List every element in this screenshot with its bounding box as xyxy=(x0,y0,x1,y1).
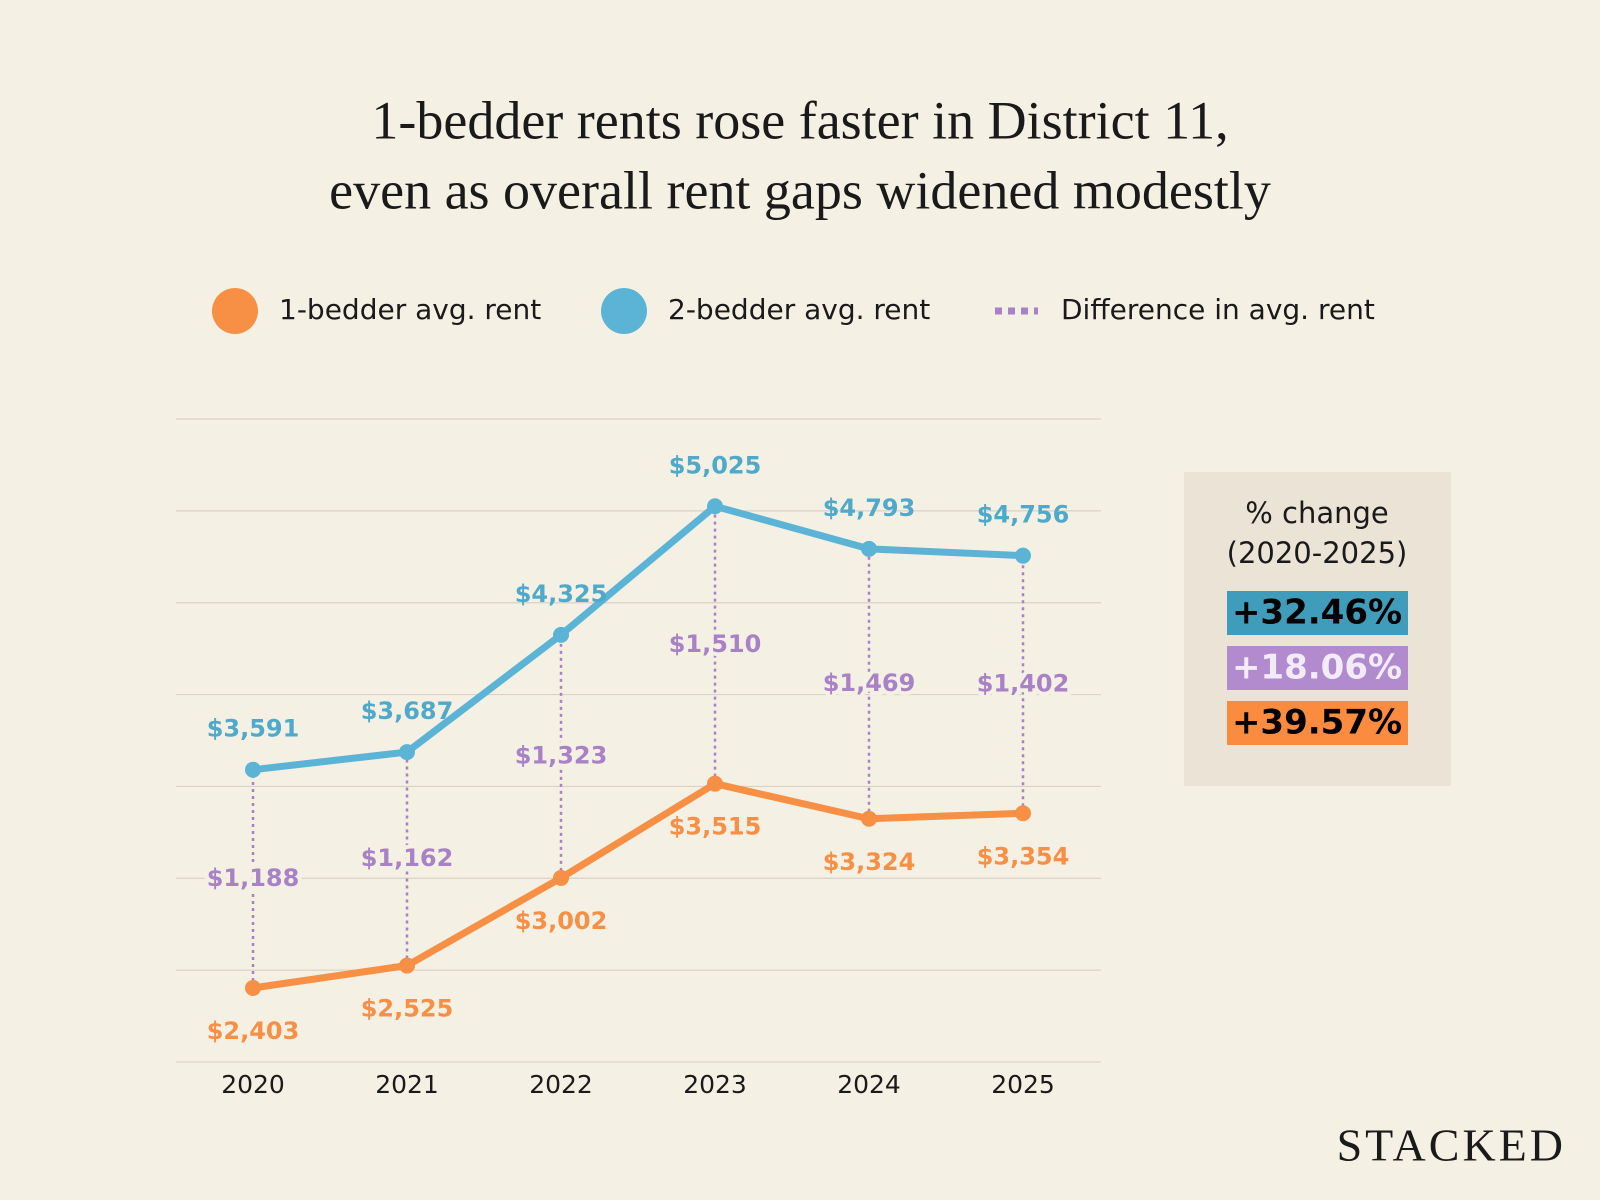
chart-title: 1-bedder rents rose faster in District 1… xyxy=(371,90,1228,150)
data-point xyxy=(245,761,261,778)
summary-value: +18.06% xyxy=(1232,648,1402,688)
summary-badge xyxy=(1227,591,1408,635)
chart-title: even as overall rent gaps widened modest… xyxy=(329,160,1271,220)
data-label: $3,324 xyxy=(823,848,916,876)
summary-badge xyxy=(1227,646,1408,690)
summary-badge xyxy=(1227,701,1408,745)
data-point xyxy=(707,775,723,792)
summary-title: (2020-2025) xyxy=(1227,536,1408,570)
data-label: $3,002 xyxy=(515,907,608,935)
x-tick-label: 2022 xyxy=(529,1070,593,1099)
data-label: $2,403 xyxy=(207,1017,300,1045)
data-label: $4,793 xyxy=(823,494,916,522)
summary-value: +39.57% xyxy=(1232,703,1402,743)
data-point xyxy=(245,979,261,996)
data-point xyxy=(399,957,415,974)
data-point xyxy=(707,498,723,515)
x-tick-label: 2024 xyxy=(837,1070,901,1099)
data-point xyxy=(861,540,877,557)
data-label: $3,687 xyxy=(361,697,454,725)
data-label: $1,469 xyxy=(823,669,916,697)
data-label: $4,325 xyxy=(515,580,608,608)
data-point xyxy=(553,869,569,886)
data-label: $3,591 xyxy=(207,715,300,743)
data-point xyxy=(1015,805,1031,822)
summary-value: +32.46% xyxy=(1232,593,1402,633)
data-label: $3,354 xyxy=(977,842,1070,870)
data-label: $3,515 xyxy=(669,813,762,841)
x-tick-label: 2025 xyxy=(991,1070,1055,1099)
brand: STACKED xyxy=(1337,1120,1566,1171)
series-line xyxy=(252,502,1024,774)
data-point xyxy=(553,626,569,643)
series-line xyxy=(252,780,1024,992)
data-label: $1,323 xyxy=(515,741,608,769)
data-label: $4,756 xyxy=(977,501,1070,529)
data-point xyxy=(861,810,877,827)
data-label: $1,188 xyxy=(207,864,300,892)
x-tick-label: 2021 xyxy=(375,1070,439,1099)
data-label: $1,510 xyxy=(669,630,762,658)
data-label: $1,162 xyxy=(361,844,454,872)
data-label: $2,525 xyxy=(361,995,454,1023)
data-label: $1,402 xyxy=(977,669,1070,697)
x-tick-label: 2020 xyxy=(221,1070,285,1099)
legend-label: 1-bedder avg. rent xyxy=(279,293,541,326)
data-point xyxy=(399,744,415,761)
legend-swatch xyxy=(601,288,647,334)
legend-label: 2-bedder avg. rent xyxy=(668,293,930,326)
legend-swatch xyxy=(212,288,258,334)
data-label: $5,025 xyxy=(669,451,762,479)
x-tick-label: 2023 xyxy=(683,1070,747,1099)
summary-title: % change xyxy=(1245,496,1389,530)
data-point xyxy=(1015,547,1031,564)
legend-label: Difference in avg. rent xyxy=(1061,293,1375,326)
